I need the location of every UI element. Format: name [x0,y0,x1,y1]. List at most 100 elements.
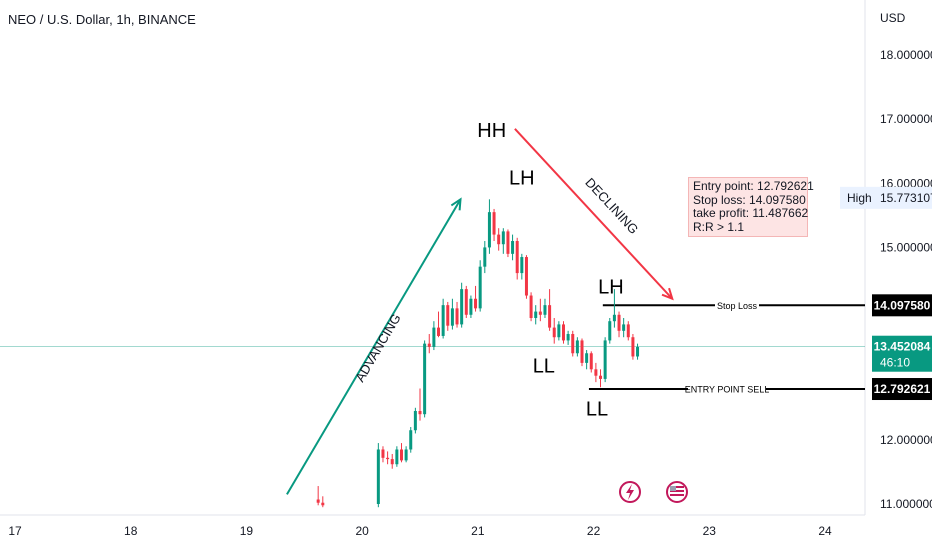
candle-body [427,343,431,347]
candle-body [390,459,394,465]
candle-body [501,231,505,245]
stop-loss-tag: 14.097580 [874,298,931,312]
candle-body [460,289,464,325]
candle-body [520,257,524,274]
candle-body [446,305,450,326]
y-tick-label: 16.000000 [880,176,932,190]
x-tick-label: 17 [8,524,22,538]
symbol-title[interactable]: NEO / U.S. Dollar, 1h, BINANCE [8,12,196,27]
high-tag-bg [840,186,932,209]
high-tag-value: 15.773107 [880,191,932,205]
axis-currency: USD [880,11,906,25]
candle-body [478,266,482,309]
note-profit: take profit: 11.487662 [693,206,809,220]
candle-body [413,410,417,431]
candle-body [497,234,501,245]
candle-body [432,327,436,347]
candle-body [603,340,607,379]
candle-body [469,298,473,315]
entry-tag-bg [872,378,932,401]
x-tick-label: 18 [124,524,138,538]
candle-body [423,343,427,415]
note-entry: Entry point: 12.792621 [693,179,814,193]
y-tick-label: 18.000000 [880,48,932,62]
level-lines [0,299,865,396]
candle-body [404,449,408,461]
note-rr: R:R > 1.1 [693,219,745,234]
candle-body [580,340,584,363]
candle-body [515,241,519,274]
candle-body [543,305,547,315]
candle-body [381,449,385,458]
entry-tag: 12.792621 [874,382,931,396]
candle-body [441,305,445,336]
x-tick-label: 19 [240,524,254,538]
candle-body [316,499,320,503]
entry-label: ENTRY POINT SELL [685,385,770,395]
candle-body [492,212,496,235]
trade-note[interactable]: Entry point: 12.792621 Stop loss: 14.097… [688,177,814,237]
price-tags: 14.097580 12.792621 13.452084 46:10 High 15.7… [840,186,932,401]
high-tag-label: High [847,191,872,205]
x-tick-label: 24 [818,524,832,538]
label-declining: DECLINING [582,175,641,237]
label-ll-2: LL [586,398,608,420]
advancing-arrowhead [450,197,462,211]
candle-body [529,295,533,318]
entry-label-bg [688,383,766,396]
current-price-tag: 13.452084 [874,340,931,354]
time-axis[interactable]: 17 18 19 20 21 22 23 24 [0,514,865,538]
candle-body [594,369,598,376]
candle-body [506,231,510,254]
x-tick-label: 20 [355,524,369,538]
candle-body [524,257,528,296]
label-lh-1: LH [509,168,535,190]
label-ll-1: LL [533,356,555,378]
y-tick-label: 12.000000 [880,433,932,447]
stop-loss-tag-bg [872,294,932,317]
current-price-tag-countdown: 46:10 [880,356,910,370]
candle-body [437,327,441,336]
candle-body [599,375,603,379]
candle-body [548,305,552,328]
candle-body [561,324,565,341]
candle-body [455,308,459,325]
us-flag-icon[interactable] [666,481,688,503]
candle-body [626,324,630,338]
y-tick-label: 17.000000 [880,112,932,126]
current-price-tag-bg [872,335,932,372]
price-axis[interactable]: USD 18.000000 17.000000 16.000000 15.000000 1… [864,0,932,515]
candle-body [557,324,561,338]
candle-body [566,334,570,341]
candle-body [575,340,579,354]
candle-body [617,314,621,331]
candle-body [409,430,413,450]
candle-body [376,449,380,504]
candle-body [552,327,556,338]
stop-loss-label: Stop Loss [717,301,758,311]
event-icons[interactable] [619,481,688,503]
candle-body [450,308,454,326]
x-tick-label: 23 [703,524,717,538]
candle-body [636,346,640,357]
candle-body [483,247,487,267]
candle-body [321,502,325,506]
candle-body [464,289,468,315]
candle-body [631,337,635,357]
flash-icon[interactable] [619,481,641,503]
label-lh-2: LH [598,277,624,299]
stop-loss-label-bg [715,299,759,312]
label-hh: HH [477,120,506,142]
note-stop: Stop loss: 14.097580 [693,192,806,207]
declining-arrowhead [661,287,674,301]
y-tick-label: 15.000000 [880,240,932,254]
candle-body [511,241,515,254]
declining-arrow [514,128,673,300]
x-tick-label: 22 [587,524,601,538]
advancing-arrow [286,198,462,495]
label-advancing: ADVANCING [352,311,404,384]
candle-body [608,321,612,341]
candle-body [612,314,616,322]
candle-body [399,449,403,461]
